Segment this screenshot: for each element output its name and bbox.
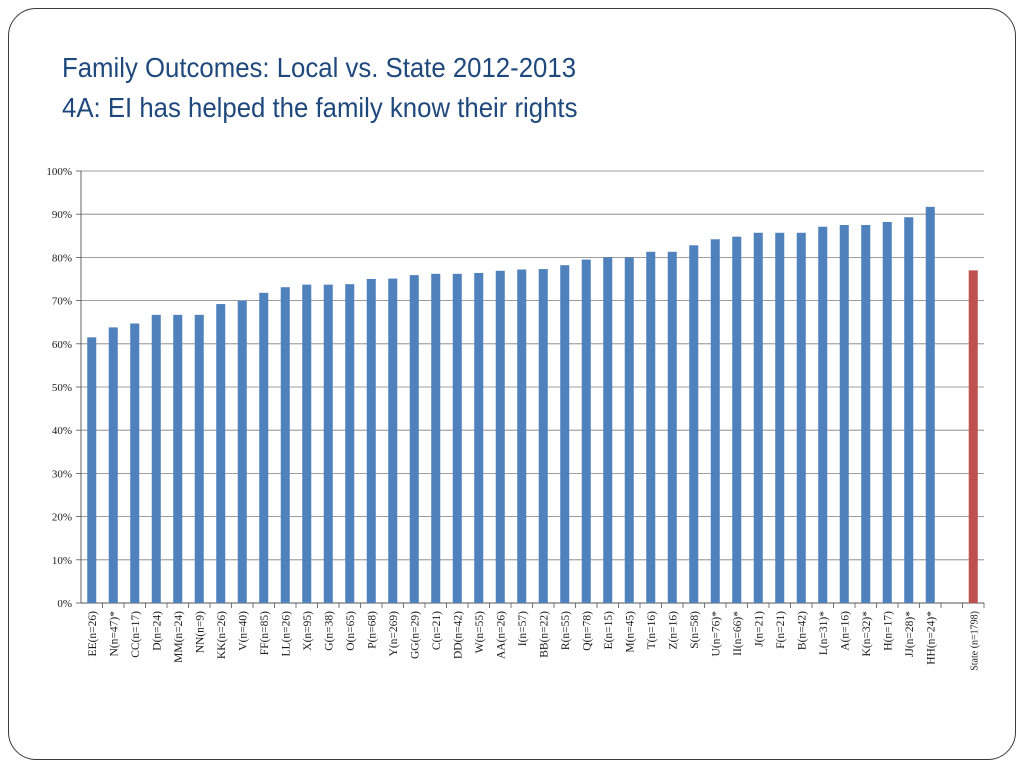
bar bbox=[818, 226, 828, 603]
x-tick-label: B(n=42) bbox=[796, 611, 808, 650]
x-tick-label: BB(n=22) bbox=[538, 611, 550, 658]
y-tick-label: 50% bbox=[52, 382, 72, 394]
x-tick-label: L(n=31)* bbox=[818, 611, 830, 655]
bar bbox=[710, 239, 720, 604]
bar bbox=[925, 206, 935, 603]
x-tick-label: Y(n=269) bbox=[388, 611, 400, 657]
x-tick-label: LL(n=26) bbox=[280, 611, 292, 657]
x-tick-label: K(n=32)* bbox=[861, 611, 873, 657]
bar bbox=[259, 292, 269, 603]
x-tick-label: M(n=45) bbox=[624, 611, 636, 653]
x-tick-label-state: State (n=1798) bbox=[969, 611, 980, 671]
bar bbox=[775, 232, 785, 603]
x-tick-label: I(n=57) bbox=[517, 611, 529, 646]
y-tick-label: 100% bbox=[46, 166, 72, 178]
bar bbox=[689, 245, 699, 603]
x-tick-label: U(n=76)* bbox=[710, 611, 722, 657]
y-tick-label: 70% bbox=[52, 296, 72, 308]
x-tick-label: MM(n=24) bbox=[173, 611, 185, 663]
x-tick-label: CC(n=17) bbox=[130, 611, 142, 658]
bar bbox=[87, 337, 97, 603]
bar bbox=[474, 272, 484, 603]
bar bbox=[237, 300, 247, 603]
y-tick-label: 40% bbox=[52, 425, 72, 437]
bar bbox=[560, 265, 570, 603]
bar bbox=[646, 251, 656, 603]
x-tick-label: H(n=17) bbox=[882, 611, 894, 651]
bar bbox=[388, 278, 398, 603]
y-tick-label: 10% bbox=[52, 555, 72, 567]
x-tick-label: P(n=68) bbox=[366, 611, 378, 649]
x-tick-label: R(n=55) bbox=[560, 611, 572, 650]
y-tick-label: 60% bbox=[52, 339, 72, 351]
bar bbox=[904, 217, 914, 603]
slide-title-line1: Family Outcomes: Local vs. State 2012-20… bbox=[62, 52, 577, 83]
bar bbox=[366, 279, 376, 603]
x-tick-label: JJ(n=28)* bbox=[904, 611, 916, 657]
y-tick-label: 30% bbox=[52, 468, 72, 480]
bar bbox=[538, 269, 548, 603]
bar bbox=[882, 221, 892, 603]
bar bbox=[194, 314, 204, 603]
x-tick-label: V(n=40) bbox=[237, 611, 249, 651]
x-tick-label: W(n=55) bbox=[474, 611, 486, 653]
x-tick-label: F(n=21) bbox=[775, 611, 787, 649]
bar bbox=[603, 257, 613, 603]
x-tick-label: E(n=15) bbox=[603, 611, 615, 650]
bar bbox=[861, 225, 871, 603]
x-tick-label: GG(n=29) bbox=[409, 611, 421, 659]
bar bbox=[839, 225, 849, 603]
bar bbox=[130, 323, 140, 603]
bar bbox=[581, 259, 591, 603]
y-tick-label: 90% bbox=[52, 209, 72, 221]
x-tick-label: J(n=21) bbox=[753, 611, 765, 647]
bar bbox=[323, 284, 333, 603]
x-tick-label: X(n=95) bbox=[302, 611, 314, 651]
y-tick-label: 80% bbox=[52, 252, 72, 264]
y-tick-label: 20% bbox=[52, 512, 72, 524]
x-tick-label: T(n=16) bbox=[646, 611, 658, 650]
x-tick-label: D(n=24) bbox=[151, 611, 163, 651]
bar bbox=[452, 273, 462, 603]
x-tick-label: HH(n=24)* bbox=[925, 611, 937, 665]
x-tick-label: Z(n=16) bbox=[667, 611, 679, 650]
bar bbox=[302, 284, 312, 603]
bar bbox=[151, 314, 161, 603]
bar bbox=[732, 236, 742, 603]
bar bbox=[796, 232, 806, 603]
y-tick-label: 0% bbox=[57, 598, 72, 610]
bar bbox=[108, 327, 118, 603]
x-tick-label: DD(n=42) bbox=[452, 611, 464, 659]
bar bbox=[624, 257, 634, 603]
bar-state bbox=[968, 270, 978, 603]
x-tick-label: C(n=21) bbox=[431, 611, 443, 650]
x-tick-label: Q(n=78) bbox=[581, 611, 593, 651]
bar bbox=[517, 269, 527, 603]
x-tick-label: AA(n=26) bbox=[495, 611, 507, 659]
x-tick-label: A(n=16) bbox=[839, 611, 851, 651]
x-tick-label: KK(n=26) bbox=[216, 611, 228, 659]
x-tick-label: EE(n=26) bbox=[87, 611, 99, 657]
bar bbox=[409, 275, 419, 603]
bar bbox=[280, 287, 290, 603]
slide-title: Family Outcomes: Local vs. State 2012-20… bbox=[62, 48, 577, 128]
x-tick-label: FF(n=85) bbox=[259, 611, 271, 655]
x-tick-label: N(n=47)* bbox=[108, 611, 120, 657]
bar bbox=[345, 284, 355, 603]
x-tick-label: O(n=65) bbox=[345, 611, 357, 651]
bar bbox=[495, 270, 505, 603]
bar bbox=[431, 273, 441, 603]
bar bbox=[216, 304, 226, 603]
bar bbox=[173, 314, 183, 603]
x-tick-label: S(n=58) bbox=[689, 611, 701, 649]
x-tick-label: G(n=38) bbox=[323, 611, 335, 651]
bar bbox=[667, 251, 677, 603]
bar bbox=[753, 232, 763, 603]
x-tick-label: NN(n=9) bbox=[194, 611, 206, 653]
slide-title-line2: 4A: EI has helped the family know their … bbox=[62, 92, 578, 123]
x-tick-label: II(n=66)* bbox=[732, 611, 744, 656]
